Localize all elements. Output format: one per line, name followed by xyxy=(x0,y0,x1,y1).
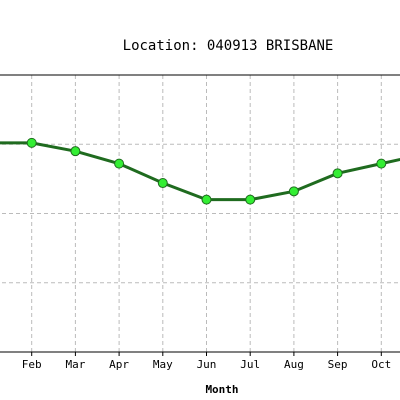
marker xyxy=(114,158,125,169)
x-axis-label: Month xyxy=(205,383,238,396)
x-tick-label: Mar xyxy=(65,358,85,371)
marker xyxy=(157,178,168,189)
x-tick-label: Sep xyxy=(328,358,348,371)
marker xyxy=(26,137,37,148)
marker xyxy=(70,146,81,157)
x-tick-label: Jun xyxy=(197,358,217,371)
marker xyxy=(245,194,256,205)
x-tick-label: May xyxy=(153,358,173,371)
x-tick-label: Apr xyxy=(109,358,129,371)
marker xyxy=(201,194,212,205)
marker xyxy=(332,168,343,179)
x-tick-label: Feb xyxy=(22,358,42,371)
chart-title: Location: 040913 BRISBANE xyxy=(123,38,334,54)
marker xyxy=(288,186,299,197)
x-tick-label: Aug xyxy=(284,358,304,371)
x-tick-label: Oct xyxy=(371,358,391,371)
marker xyxy=(376,158,387,169)
x-tick-label: Jul xyxy=(240,358,260,371)
